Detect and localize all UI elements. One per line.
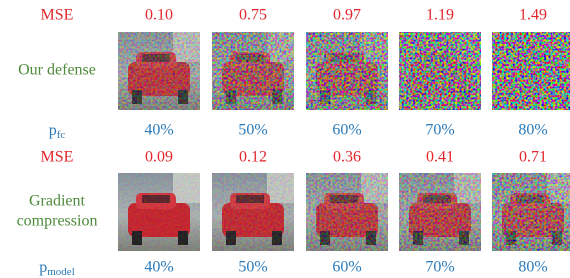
metric-label: MSE xyxy=(41,149,74,166)
param-value: 60% xyxy=(332,122,361,139)
param-base: p xyxy=(49,122,57,139)
noise xyxy=(212,32,294,110)
metric-value: 0.41 xyxy=(426,149,454,166)
param-base: p xyxy=(39,259,47,276)
method-label: compression xyxy=(17,213,98,230)
image-content xyxy=(399,173,481,251)
param-value: 50% xyxy=(238,259,267,276)
figure: MSE0.100.750.971.191.49Our defensepfc40%… xyxy=(0,0,570,278)
noise xyxy=(492,173,570,251)
metric-value: 0.75 xyxy=(239,7,267,24)
image-thumbnail xyxy=(212,173,294,251)
param-value: 60% xyxy=(332,259,361,276)
method-label: Gradient xyxy=(29,193,86,210)
param-subscript: model xyxy=(47,266,75,278)
param-subscript: fc xyxy=(57,129,66,141)
image-content xyxy=(118,173,200,251)
image-content xyxy=(399,32,481,110)
noise xyxy=(399,173,481,251)
param-value: 80% xyxy=(518,122,547,139)
image-thumbnail xyxy=(399,32,481,110)
metric-value: 0.12 xyxy=(239,149,267,166)
image-thumbnail xyxy=(306,173,388,251)
metric-value: 0.10 xyxy=(145,7,173,24)
image-content xyxy=(492,173,570,251)
param-label: pfc xyxy=(49,122,66,141)
image-content xyxy=(492,32,570,110)
noise xyxy=(492,32,570,110)
image-content xyxy=(212,32,294,110)
metric-value: 0.09 xyxy=(145,149,173,166)
metric-value: 0.71 xyxy=(519,149,547,166)
metric-value: 0.97 xyxy=(333,7,361,24)
metric-label: MSE xyxy=(41,7,74,24)
param-value: 80% xyxy=(518,259,547,276)
page: MSE0.100.750.971.191.49Our defensepfc40%… xyxy=(0,0,570,278)
method-label: Our defense xyxy=(18,62,96,79)
noise xyxy=(118,32,200,110)
image-thumbnail xyxy=(118,32,200,110)
image-content xyxy=(306,173,388,251)
noise xyxy=(118,173,200,251)
image-content xyxy=(306,32,388,110)
noise xyxy=(306,173,388,251)
noise xyxy=(306,32,388,110)
image-thumbnail xyxy=(492,32,570,110)
metric-value: 0.36 xyxy=(333,149,361,166)
image-thumbnail xyxy=(212,32,294,110)
param-label: pmodel xyxy=(39,259,75,278)
metric-value: 1.49 xyxy=(519,7,547,24)
param-value: 40% xyxy=(144,259,173,276)
image-thumbnail xyxy=(306,32,388,110)
param-value: 70% xyxy=(425,122,454,139)
image-thumbnail xyxy=(118,173,200,251)
param-value: 70% xyxy=(425,259,454,276)
image-thumbnail xyxy=(492,173,570,251)
noise xyxy=(212,173,294,251)
noise xyxy=(399,32,481,110)
image-content xyxy=(118,32,200,110)
param-value: 50% xyxy=(238,122,267,139)
param-value: 40% xyxy=(144,122,173,139)
metric-value: 1.19 xyxy=(426,7,454,24)
image-thumbnail xyxy=(399,173,481,251)
image-content xyxy=(212,173,294,251)
